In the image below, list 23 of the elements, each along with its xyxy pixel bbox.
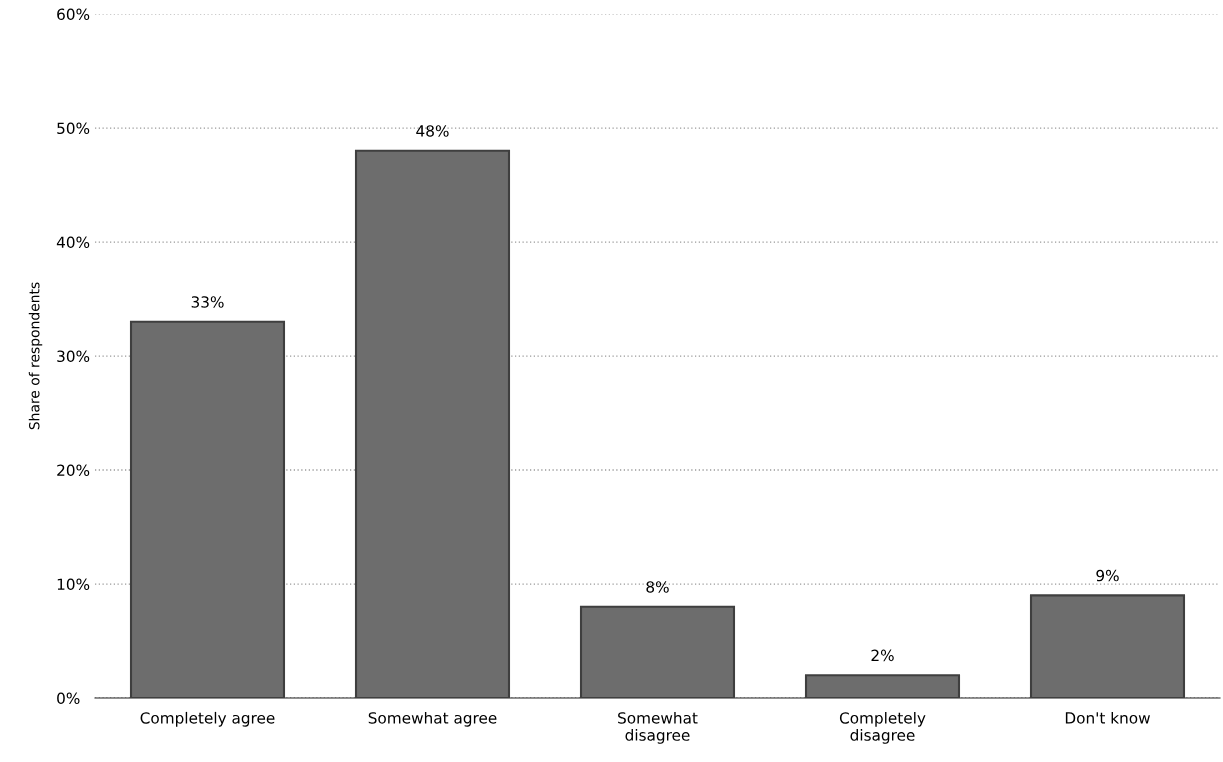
bar	[579, 605, 736, 698]
data-label: 2%	[871, 649, 894, 662]
data-label: 9%	[1096, 569, 1119, 582]
y-tick-label: 20%	[57, 464, 90, 477]
x-tick-label: Don't know	[1065, 711, 1150, 724]
x-tick-label: Somewhat disagree	[618, 711, 698, 744]
y-tick-label: 10%	[57, 578, 90, 591]
bar	[129, 320, 286, 698]
x-tick-label: Completely disagree	[839, 711, 926, 744]
bar	[354, 149, 511, 698]
bar	[804, 674, 961, 698]
y-tick-label: 60%	[57, 8, 90, 21]
data-label: 48%	[416, 125, 449, 137]
y-tick-label: 50%	[57, 122, 90, 135]
data-label: 33%	[191, 296, 224, 308]
y-axis-title: Share of respondents	[28, 282, 43, 430]
x-tick-label: Somewhat agree	[368, 711, 497, 727]
y-tick-label: 40%	[56, 236, 90, 249]
bar	[1029, 594, 1186, 698]
data-label: 8%	[646, 581, 669, 593]
x-tick-label: Completely agree	[140, 711, 275, 727]
y-tick-label: 30%	[57, 350, 90, 363]
y-tick-label: 0%	[57, 692, 80, 705]
